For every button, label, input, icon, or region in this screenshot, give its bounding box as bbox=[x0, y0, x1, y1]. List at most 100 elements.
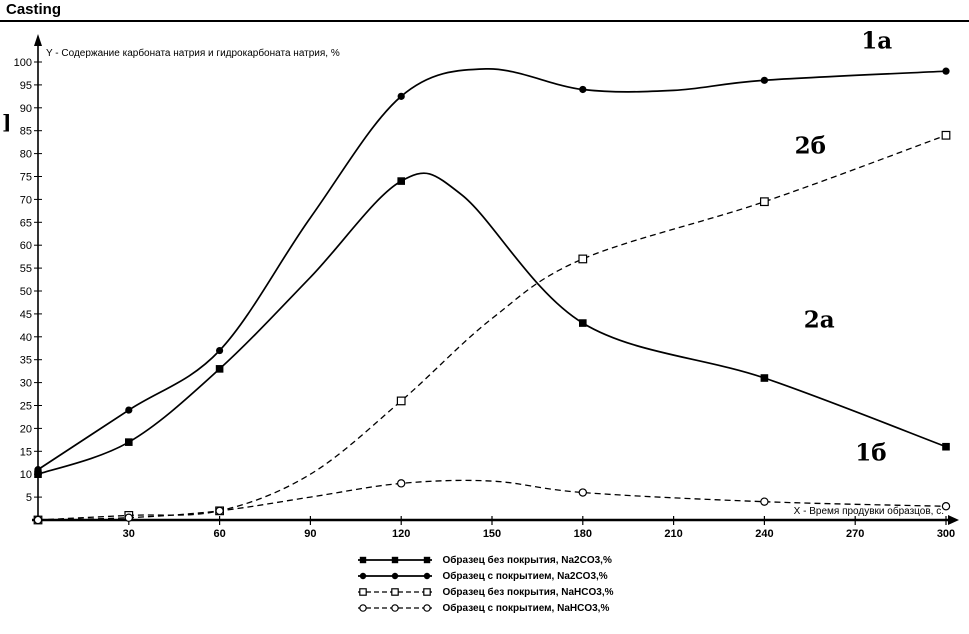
filled-circle-marker bbox=[579, 85, 587, 94]
svg-text:100: 100 bbox=[14, 57, 32, 69]
series-1a bbox=[34, 67, 950, 474]
svg-text:50: 50 bbox=[20, 286, 32, 298]
open-square-marker bbox=[578, 254, 588, 264]
legend-item: Образец с покрытием, Na2CO3,% bbox=[355, 568, 613, 584]
svg-text:75: 75 bbox=[20, 172, 32, 184]
document-header: Casting bbox=[0, 0, 969, 22]
legend-item: Образец с покрытием, NaHCO3,% bbox=[355, 600, 613, 616]
svg-text:90: 90 bbox=[304, 528, 316, 540]
svg-text:95: 95 bbox=[20, 80, 32, 92]
filled-square-marker bbox=[397, 177, 405, 185]
svg-text:80: 80 bbox=[20, 149, 32, 161]
svg-text:300: 300 bbox=[937, 528, 955, 540]
filled-circle-marker bbox=[34, 466, 42, 474]
curve-annotations: 1a 2б 2a 1б bbox=[795, 28, 893, 466]
svg-text:210: 210 bbox=[664, 528, 682, 540]
filled-square-marker bbox=[125, 438, 133, 446]
legend-swatch-2б bbox=[358, 588, 433, 596]
filled-square-marker bbox=[392, 556, 399, 564]
filled-circle-marker bbox=[125, 406, 133, 414]
filled-circle-marker bbox=[942, 67, 950, 75]
legend-swatch-2a bbox=[358, 556, 433, 564]
svg-text:150: 150 bbox=[483, 528, 501, 540]
series-line-2a bbox=[37, 172, 947, 476]
series-2a bbox=[34, 172, 950, 478]
open-circle-marker bbox=[941, 502, 951, 511]
series-1б bbox=[33, 479, 951, 525]
svg-text:10: 10 bbox=[20, 469, 32, 481]
chart-canvas: 5 10 15 20 25 30 35 40 45 50 55 60 65 70 75 80 85 90 95 100… bbox=[14, 28, 959, 540]
svg-text:35: 35 bbox=[20, 355, 32, 367]
curve-label-2б: 2б bbox=[795, 133, 826, 160]
curve-label-2a: 2a bbox=[804, 307, 835, 334]
svg-text:90: 90 bbox=[20, 103, 32, 115]
open-circle-marker bbox=[33, 515, 43, 525]
svg-text:60: 60 bbox=[20, 240, 32, 252]
legend-label: Образец с покрытием, Na2CO3,% bbox=[442, 570, 608, 582]
open-circle-marker bbox=[423, 604, 432, 612]
legend-item: Образец без покрытия, NaHCO3,% bbox=[355, 584, 614, 600]
svg-text:40: 40 bbox=[20, 332, 32, 344]
filled-circle-marker bbox=[397, 92, 405, 100]
open-circle-marker bbox=[124, 513, 134, 522]
svg-text:240: 240 bbox=[755, 528, 773, 540]
curve-label-1a: 1a bbox=[861, 28, 892, 54]
open-square-marker bbox=[391, 588, 400, 596]
filled-square-marker bbox=[34, 470, 42, 478]
filled-square-marker bbox=[579, 319, 587, 327]
svg-text:85: 85 bbox=[20, 126, 32, 138]
legend-label: Образец без покрытия, NaHCO3,% bbox=[442, 586, 614, 598]
filled-square-marker bbox=[942, 442, 950, 451]
curve-label-1б: 1б bbox=[855, 439, 886, 466]
svg-text:25: 25 bbox=[20, 401, 32, 413]
legend-label: Образец с покрытием, NaHCO3,% bbox=[442, 602, 610, 614]
open-square-marker bbox=[359, 588, 368, 596]
svg-text:65: 65 bbox=[20, 217, 32, 229]
legend-swatch-1б bbox=[358, 604, 433, 612]
filled-circle-marker bbox=[392, 572, 399, 580]
svg-text:15: 15 bbox=[20, 446, 32, 458]
chart-legend: Образец без покрытия, Na2CO3,% Образец с … bbox=[355, 552, 614, 616]
svg-text:5: 5 bbox=[26, 492, 32, 504]
filled-circle-marker bbox=[216, 346, 224, 355]
x-axis: 30 60 90 120 150 180 210 240 270 300 X - Время про… bbox=[32, 505, 959, 540]
chart: 5 10 15 20 25 30 35 40 45 50 55 60 65 70 75 80 85 90 95 100… bbox=[0, 28, 969, 616]
svg-text:Y - Содержание карбоната натри: Y - Содержание карбоната натрия и гидрок… bbox=[46, 47, 340, 59]
filled-circle-marker bbox=[424, 572, 431, 580]
open-square-marker bbox=[423, 588, 432, 596]
page-title: Casting bbox=[6, 1, 62, 18]
svg-text:120: 120 bbox=[392, 528, 410, 540]
series-line-1a bbox=[37, 68, 947, 471]
filled-circle-marker bbox=[760, 76, 769, 84]
y-axis: 5 10 15 20 25 30 35 40 45 50 55 60 65 70 75 80 85 90 95 100… bbox=[14, 34, 340, 522]
open-circle-marker bbox=[578, 488, 588, 497]
svg-text:30: 30 bbox=[123, 528, 135, 540]
filled-square-marker bbox=[424, 556, 431, 564]
open-square-marker bbox=[941, 130, 951, 140]
filled-square-marker bbox=[760, 374, 769, 382]
open-circle-marker bbox=[391, 604, 400, 612]
open-square-marker bbox=[759, 197, 769, 207]
filled-square-marker bbox=[215, 365, 224, 373]
filled-square-marker bbox=[360, 556, 367, 564]
svg-text:20: 20 bbox=[20, 423, 32, 435]
filled-circle-marker bbox=[360, 572, 367, 580]
open-circle-marker bbox=[760, 497, 769, 506]
open-circle-marker bbox=[215, 506, 224, 516]
series-line-2б bbox=[37, 134, 947, 521]
svg-text:270: 270 bbox=[846, 528, 864, 540]
legend-swatch-1a bbox=[358, 572, 433, 580]
open-circle-marker bbox=[359, 604, 368, 612]
svg-text:60: 60 bbox=[213, 528, 225, 540]
svg-text:X - Время продувки образцов, с: X - Время продувки образцов, с. bbox=[794, 505, 944, 517]
legend-label: Образец без покрытия, Na2CO3,% bbox=[442, 554, 612, 566]
svg-text:45: 45 bbox=[20, 309, 32, 321]
svg-text:30: 30 bbox=[20, 378, 32, 390]
series-line-1б bbox=[37, 479, 947, 521]
margin-bracket: ] bbox=[2, 110, 12, 134]
svg-text:180: 180 bbox=[574, 528, 592, 540]
open-square-marker bbox=[396, 396, 406, 406]
open-circle-marker bbox=[397, 479, 406, 488]
svg-text:55: 55 bbox=[20, 263, 32, 275]
svg-text:70: 70 bbox=[20, 194, 32, 206]
